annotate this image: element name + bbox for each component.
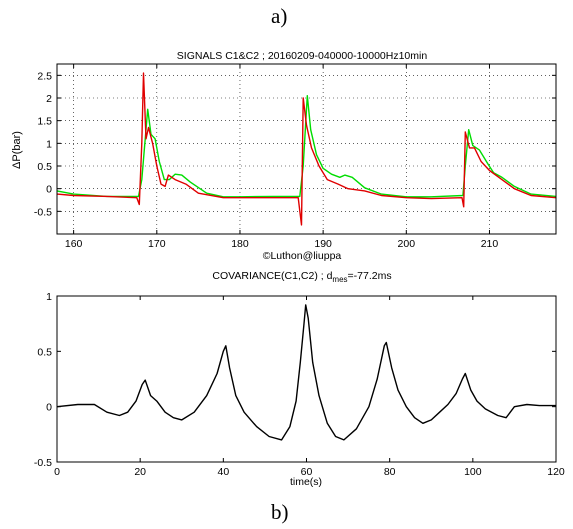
panel-label-a: a) — [271, 4, 288, 28]
signals-series-line-1 — [56, 72, 557, 226]
panel-label-b: b) — [271, 500, 289, 524]
signals-x-ticks: 160 170 180 190 200 210 — [65, 64, 499, 250]
signals-y-ticks: -0.5 0 0.5 1 1.5 2 2.5 — [34, 70, 556, 218]
covariance-x-tick-label: 100 — [464, 466, 482, 478]
covariance-y-tick-label: 0.5 — [37, 346, 52, 358]
signals-x-tick-label: 200 — [398, 238, 416, 250]
signals-y-tick-label: 2 — [46, 93, 52, 105]
covariance-x-tick-label: 80 — [384, 466, 396, 478]
covariance-title-subscript: mes — [332, 275, 347, 284]
signals-y-tick-label: -0.5 — [34, 206, 52, 218]
signals-y-tick-label: 2.5 — [37, 70, 52, 82]
covariance-x-tick-label: 60 — [301, 466, 313, 478]
signals-series-line-0 — [56, 95, 557, 198]
signals-series — [56, 72, 557, 226]
covariance-x-axis-label: time(s) — [290, 476, 322, 488]
covariance-x-tick-label: 0 — [54, 466, 60, 478]
covariance-title-suffix: =-77.2ms — [348, 270, 392, 282]
signals-chart: SIGNALS C1&C2 ; 20160209-040000-10000Hz1… — [11, 50, 557, 262]
covariance-chart-title: COVARIANCE(C1,C2) ; dmes=-77.2ms — [212, 270, 391, 284]
signals-x-tick-label: 180 — [231, 238, 249, 250]
covariance-y-tick-label: 0 — [46, 402, 52, 414]
covariance-x-tick-label: 20 — [134, 466, 146, 478]
signals-x-tick-label: 190 — [314, 238, 332, 250]
covariance-plot-area — [57, 296, 556, 462]
signals-plot-frame — [56, 63, 557, 235]
credit-text: ©Luthon@liuppa — [263, 250, 342, 262]
covariance-x-tick-label: 120 — [547, 466, 565, 478]
signals-y-tick-label: 1.5 — [37, 116, 52, 128]
signals-chart-title: SIGNALS C1&C2 ; 20160209-040000-10000Hz1… — [177, 50, 428, 62]
signals-plot-area — [57, 64, 556, 234]
signals-x-tick-label: 210 — [481, 238, 499, 250]
covariance-y-ticks: -0.5 0 0.5 1 — [34, 291, 556, 469]
signals-y-tick-label: 0 — [46, 184, 52, 196]
covariance-y-tick-label: 1 — [46, 291, 52, 303]
signals-y-tick-label: 0.5 — [37, 161, 52, 173]
covariance-chart: COVARIANCE(C1,C2) ; dmes=-77.2ms 0 20 40 60… — [34, 270, 565, 488]
signals-y-axis-label: ΔP(bar) — [11, 131, 23, 169]
covariance-series-line-0 — [56, 304, 556, 441]
signals-x-tick-label: 170 — [148, 238, 166, 250]
covariance-title-main: COVARIANCE(C1,C2) ; d — [212, 270, 332, 282]
covariance-series — [56, 304, 556, 441]
covariance-y-tick-label: -0.5 — [34, 457, 52, 469]
covariance-x-ticks: 0 20 40 60 80 100 120 — [54, 296, 565, 478]
signals-y-tick-label: 1 — [46, 138, 52, 150]
covariance-x-tick-label: 40 — [217, 466, 229, 478]
signals-x-tick-label: 160 — [65, 238, 83, 250]
